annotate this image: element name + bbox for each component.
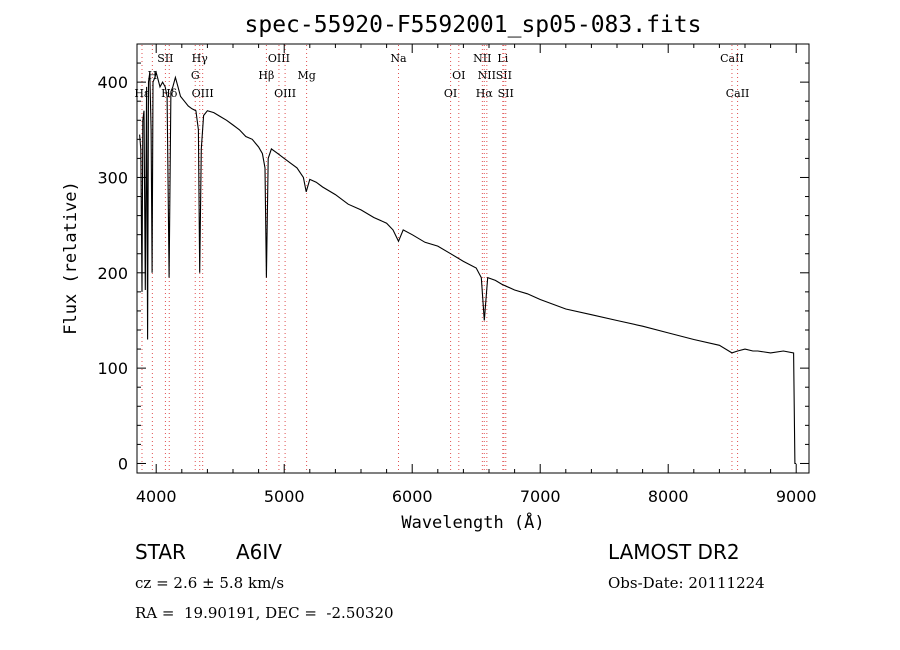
line-label-5: Hγ [192,52,209,65]
survey-name: LAMOST DR2 [608,540,740,564]
axes: 4000 5000 6000 7000 8000 9000 0 100 200 300 400 [97,44,817,506]
x-tick-label-5: 9000 [776,487,817,506]
y-tick-label-3: 300 [97,168,128,187]
line-label-18: SII [496,69,512,82]
line-label-14: NII [473,52,491,65]
x-axis-label: Wavelength (Å) [401,511,544,533]
y-tick-label-0: 0 [118,454,128,473]
x-tick-label-1: 5000 [264,487,305,506]
line-label-6: OIII [192,87,214,100]
chart-title: spec-55920-F5592001_sp05-083.fits [245,12,702,38]
x-tick-label-3: 7000 [520,487,561,506]
line-label-10: Mg [297,69,315,82]
line-label-21: CaII [726,87,750,100]
y-tick-label-1: 100 [97,359,128,378]
redshift-value: cz = 2.6 ± 5.8 km/s [135,574,285,592]
line-label-7: Hβ [258,69,274,82]
plot-frame [136,43,810,474]
object-type: STAR [135,540,186,564]
x-tick-label-0: 4000 [136,487,177,506]
line-label-2: SII [157,52,173,65]
line-label-17: Li [497,52,508,65]
line-label-8: OIII [268,52,290,65]
line-label-9: OIII [274,87,296,100]
line-label-16: NII [478,69,496,82]
y-tick-label-4: 400 [97,73,128,92]
spectrum-line [139,70,797,465]
spectral-subclass: A6IV [236,540,282,564]
line-label-20: CaII [720,52,744,65]
line-label-13: OI [452,69,465,82]
spectrum-chart: spec-55920-F5592001_sp05-083.fits HεHSII… [61,12,817,533]
y-tick-label-2: 200 [97,264,128,283]
line-label-11: Na [390,52,407,65]
coordinates: RA = 19.90191, DEC = -2.50320 [135,604,394,622]
line-label-4: G [191,69,200,82]
line-label-19: SII [498,87,514,100]
line-label-12: OI [444,87,457,100]
x-tick-label-4: 8000 [648,487,689,506]
x-tick-label-2: 6000 [392,487,433,506]
line-label-3: Hδ [161,87,178,100]
line-label-15: Hα [476,87,494,100]
line-label-1: H [148,69,158,82]
line-markers: HεHSIIHδGHγOIIIHβOIIIOIIIMgNaOIOINIIHαNI… [134,45,749,472]
y-axis-label: Flux (relative) [61,181,81,335]
observation-date: Obs-Date: 20111224 [608,574,765,592]
